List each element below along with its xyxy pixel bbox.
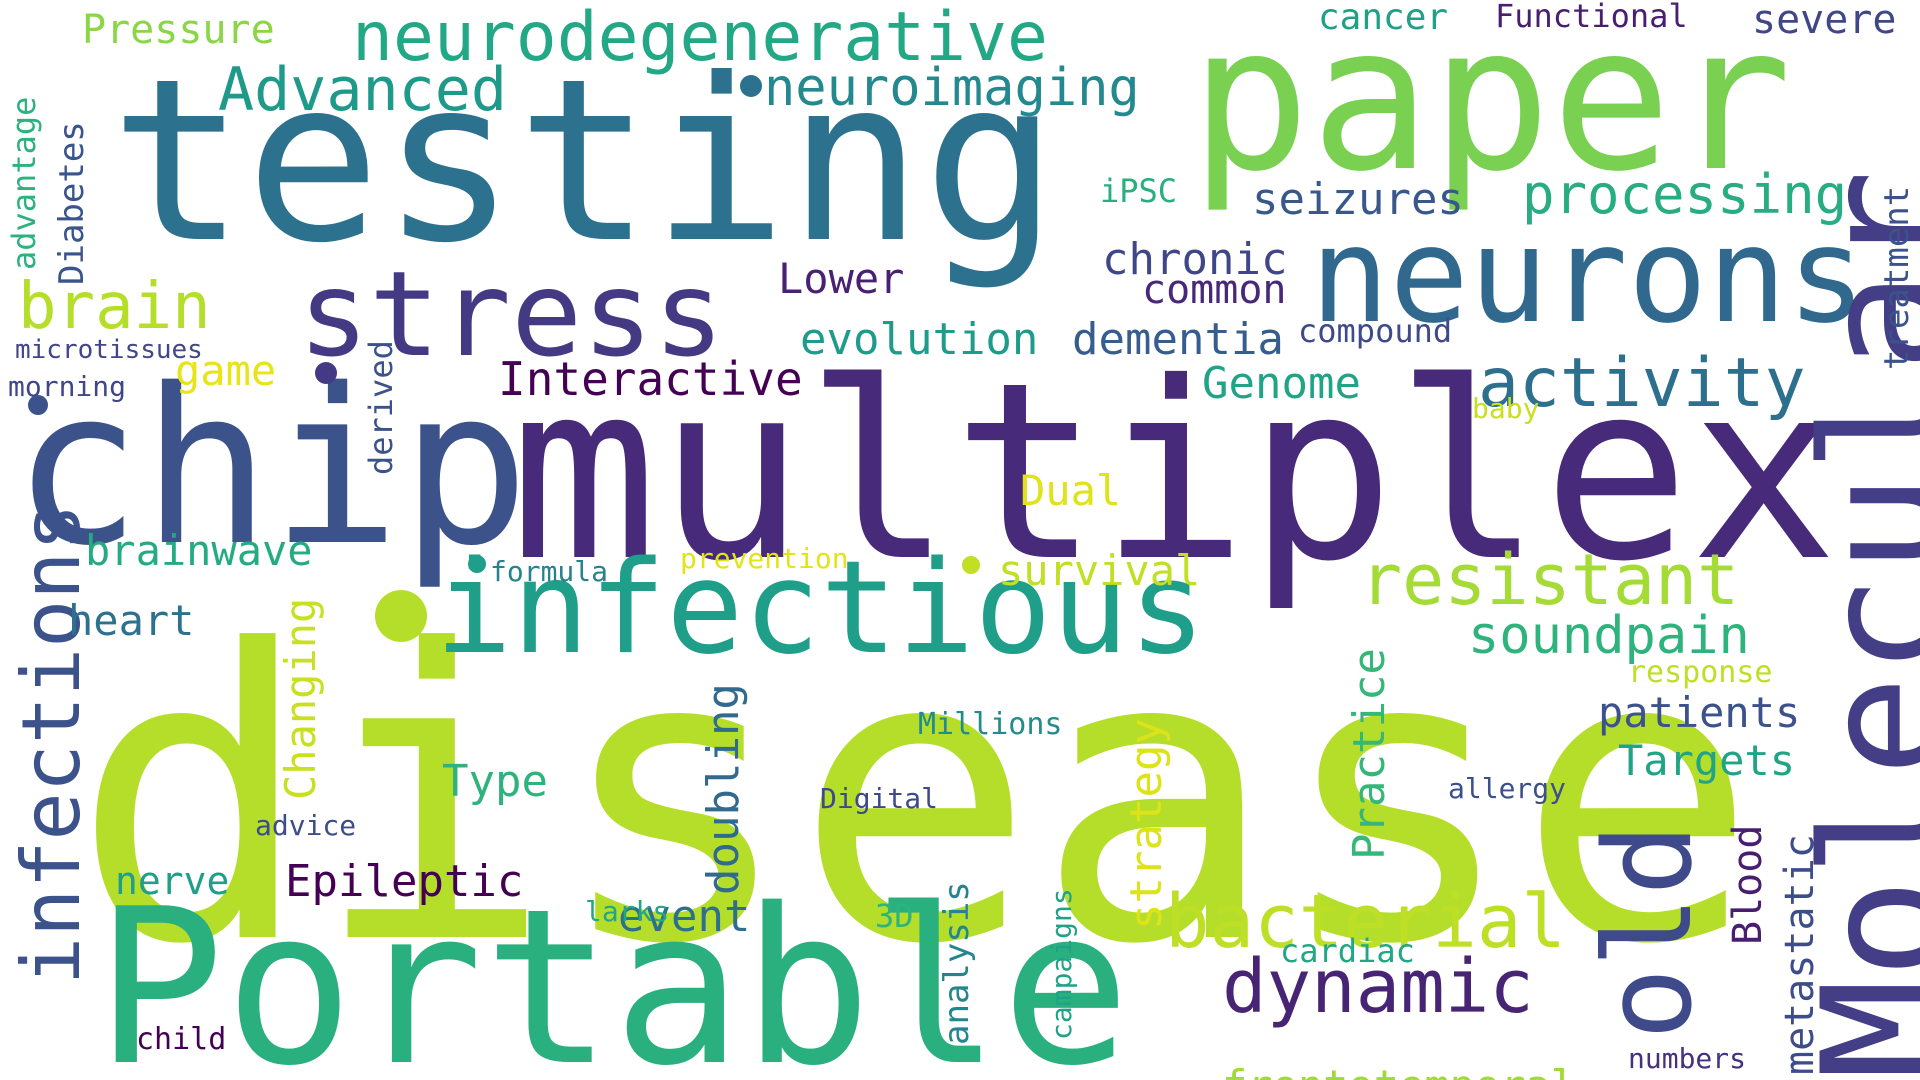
word-nerve: nerve (115, 859, 230, 903)
word-cancer: cancer (1318, 0, 1449, 38)
word-portable: Portable (95, 862, 1131, 1080)
word-3d: 3D (875, 897, 914, 935)
word-activity: activity (1478, 344, 1806, 423)
cloud-dot (315, 362, 337, 384)
word-advice: advice (255, 809, 357, 842)
word-frontotemporal: frontotemporal (1222, 1065, 1576, 1080)
word-heart: heart (68, 596, 195, 645)
word-brainwave: brainwave (85, 526, 313, 575)
word-millions: Millions (918, 707, 1063, 742)
word-compound: compound (1298, 312, 1453, 350)
word-functional: Functional (1495, 0, 1688, 35)
word-campaigns: campaigns (1045, 888, 1078, 1040)
word-larks: larks (585, 895, 670, 928)
word-response: response (1628, 655, 1773, 690)
word-prevention: prevention (680, 542, 849, 575)
word-chronic: chronic (1102, 234, 1288, 285)
word-severe: severe (1752, 0, 1897, 43)
word-patients: patients (1598, 688, 1801, 737)
word-neurons: neurons (1310, 199, 1867, 353)
word-digital: Digital (820, 782, 939, 815)
word-old: old (1580, 823, 1719, 1040)
word-doubling: doubling (698, 683, 749, 895)
word-infections: infections (5, 503, 98, 985)
word-metastatic: metastatic (1777, 834, 1823, 1075)
word-genome: Genome (1202, 358, 1361, 409)
word-neuroimaging: neuroimaging (764, 58, 1140, 118)
word-dual: Dual (1020, 466, 1122, 515)
cloud-dot (468, 555, 486, 573)
cloud-dot (962, 556, 980, 574)
word-neurodegenerative: neurodegenerative (352, 0, 1048, 77)
word-survival: survival (998, 546, 1201, 595)
word-infectious: infectious (435, 534, 1206, 683)
word-formula: formula (490, 555, 609, 588)
word-brain: brain (18, 270, 211, 344)
word-pressure: Pressure (82, 7, 275, 53)
word-bacterial: bacterial (1165, 879, 1566, 965)
word-common: common (1142, 267, 1287, 313)
word-soundpain: soundpain (1468, 606, 1750, 666)
word-allergy: allergy (1448, 772, 1567, 805)
cloud-dot (28, 395, 48, 415)
word-processing: processing (1522, 163, 1848, 226)
word-type: Type (442, 756, 548, 807)
word-ipsc: iPSC (1100, 172, 1178, 210)
word-targets: Targets (1618, 736, 1796, 785)
word-testing: testing (110, 31, 1059, 293)
word-analysis: analysis (937, 881, 977, 1045)
word-event: event (618, 891, 751, 942)
cloud-dot (740, 75, 762, 97)
word-microtissues: microtissues (15, 335, 203, 365)
word-multiplex: multiplex (510, 330, 1838, 615)
word-baby: baby (1472, 392, 1540, 425)
word-stress: stress (298, 245, 725, 383)
word-diabetes: Diabetes (52, 121, 92, 285)
word-disease: disease (72, 567, 1758, 1032)
word-dynamic: dynamic (1222, 944, 1534, 1030)
word-strategy: strategy (1121, 718, 1172, 930)
word-game: game (175, 346, 277, 395)
word-evolution: evolution (800, 314, 1039, 365)
word-advanced: Advanced (218, 55, 507, 125)
word-treatment: treatment (1877, 185, 1917, 370)
word-cardiac: cardiac (1280, 932, 1415, 970)
word-dementia: dementia (1072, 314, 1284, 365)
word-child: child (136, 1022, 227, 1057)
word-practice: Practice (1344, 648, 1395, 860)
word-seizures: seizures (1252, 174, 1464, 225)
word-advantage: advantage (5, 96, 43, 270)
word-blood: Blood (1725, 824, 1771, 945)
word-lower: Lower (778, 254, 905, 303)
word-interactive: Interactive (498, 352, 803, 406)
word-changing: Changing (276, 597, 325, 800)
word-paper: paper (1190, 0, 1793, 216)
word-derived: derived (362, 340, 400, 475)
word-chip: chip (12, 342, 530, 593)
word-resistant: resistant (1360, 539, 1740, 621)
word-numbers: numbers (1628, 1042, 1747, 1075)
word-morning: morning (8, 370, 127, 403)
cloud-dot (375, 590, 427, 642)
word-epileptic: Epileptic (285, 856, 524, 907)
